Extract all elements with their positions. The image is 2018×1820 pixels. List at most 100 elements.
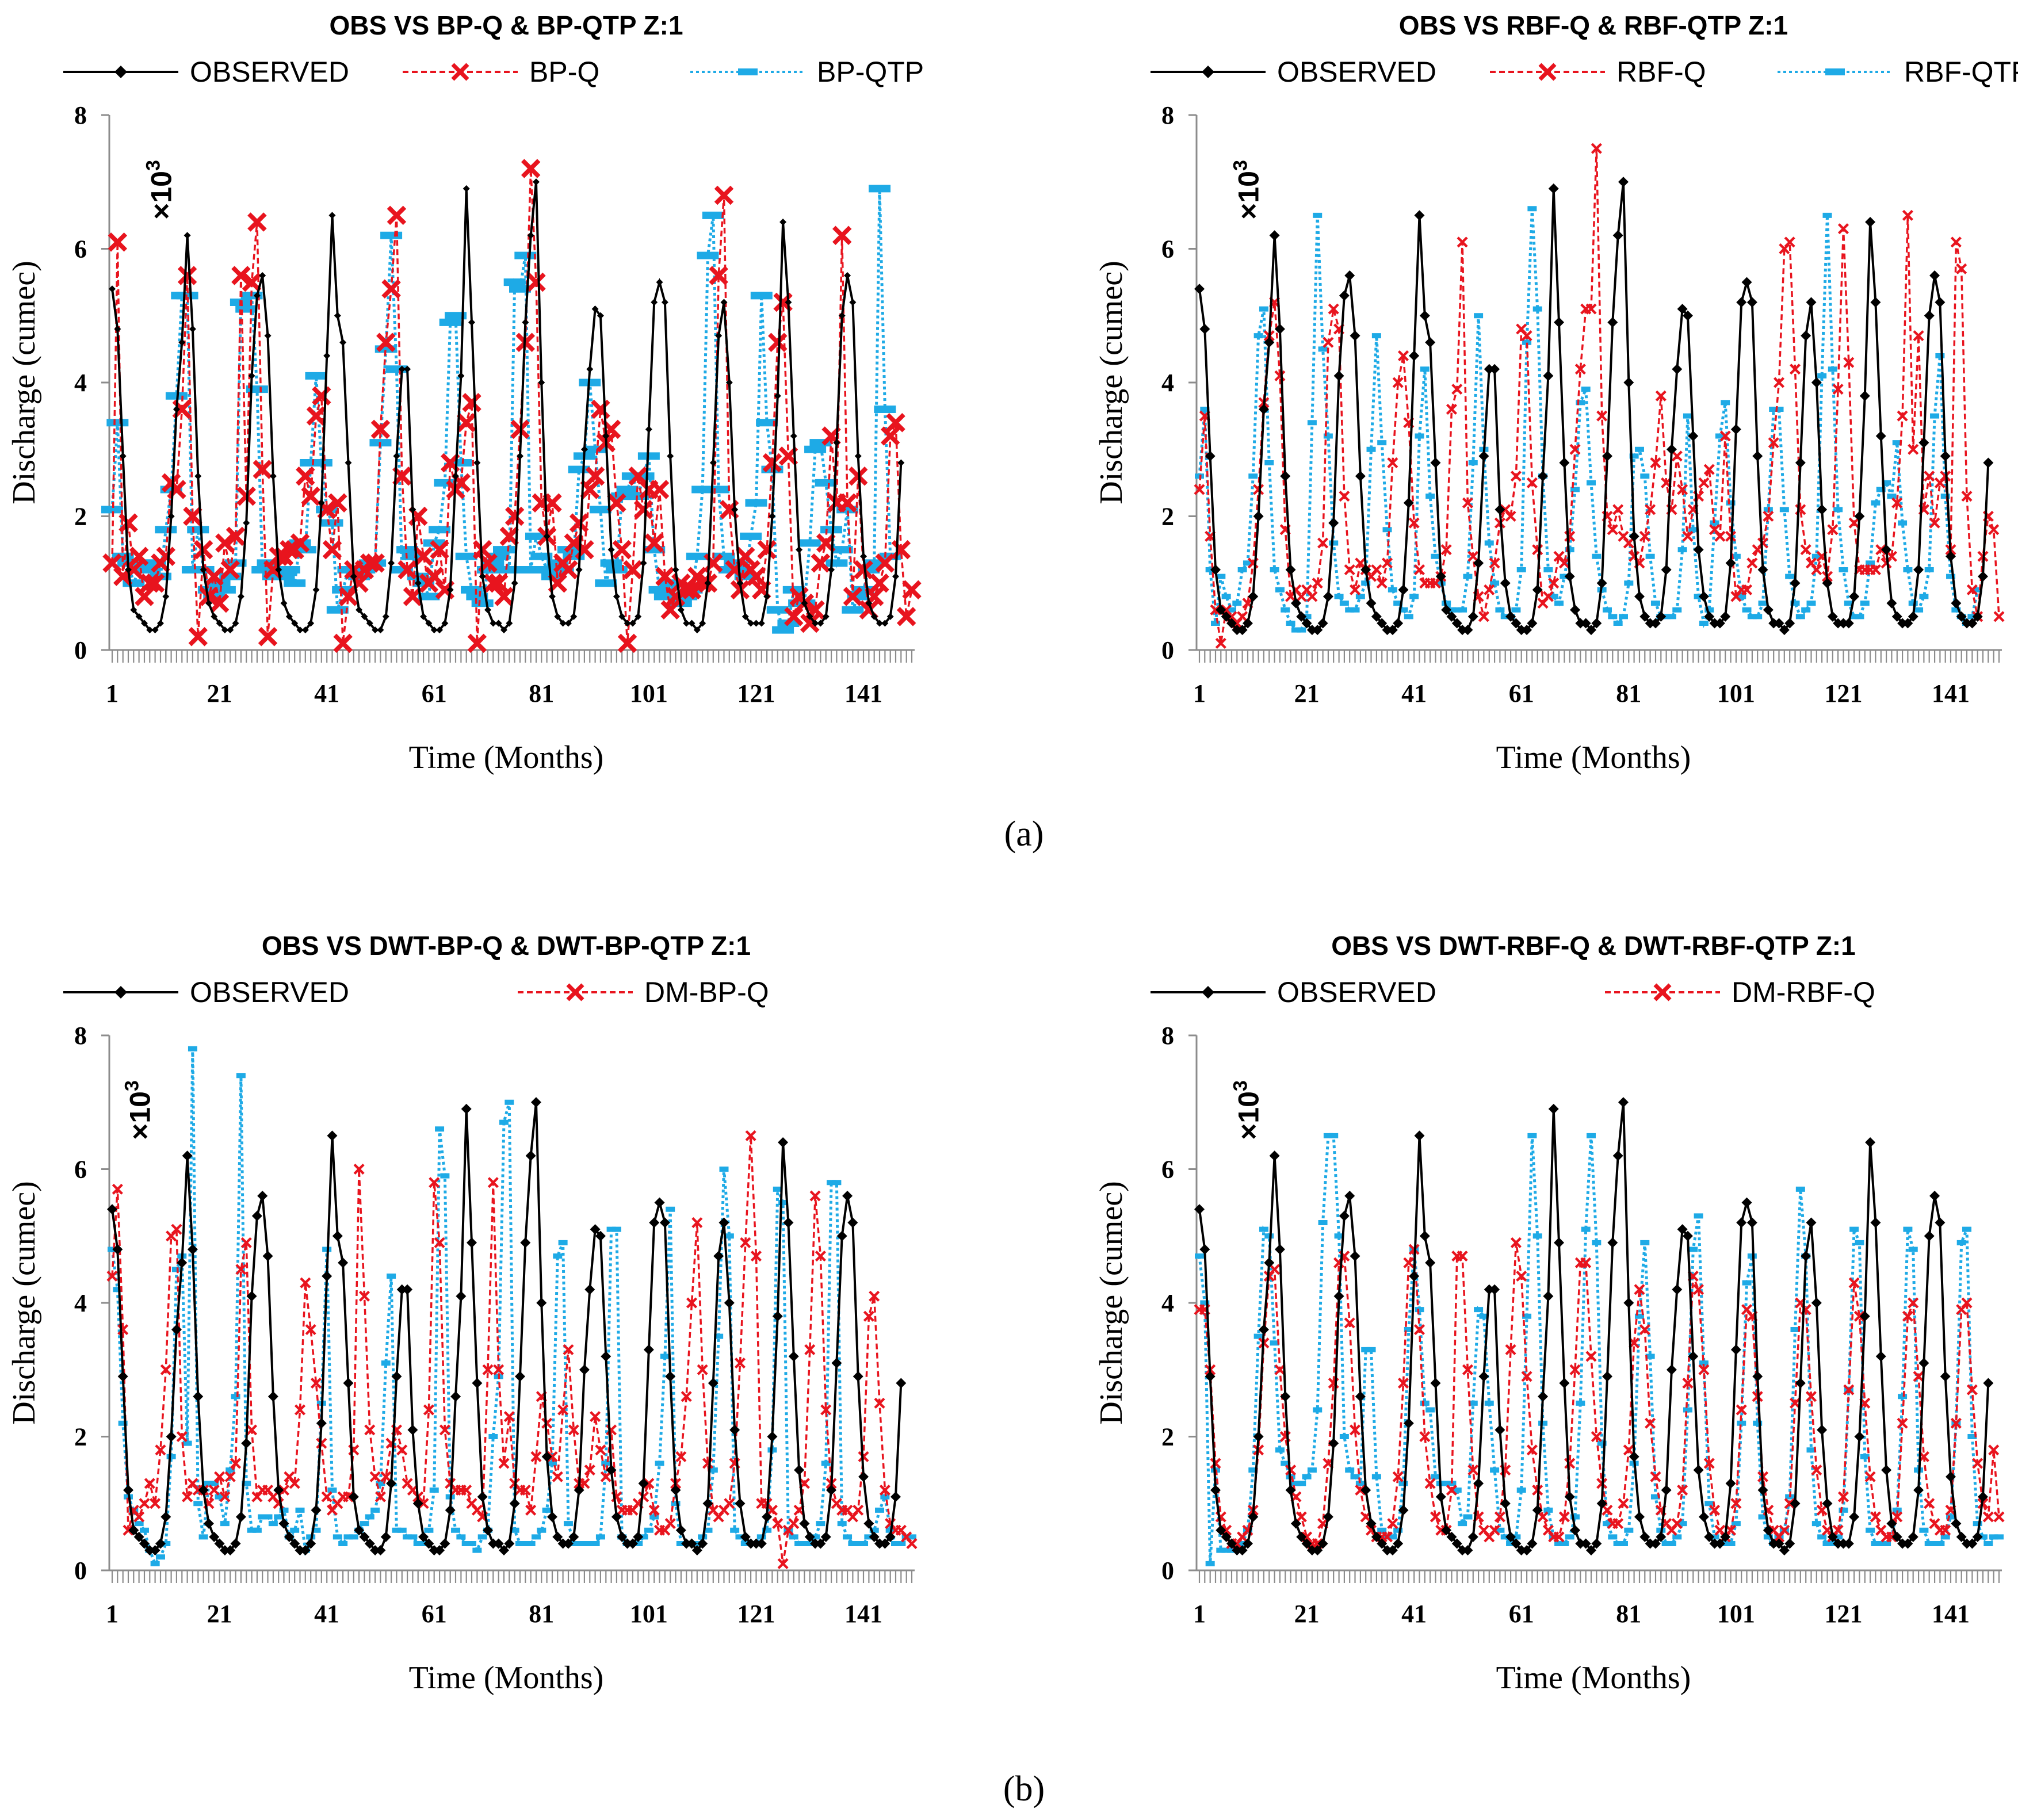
point-qtp <box>1350 1474 1360 1479</box>
point-qtp <box>1398 607 1408 613</box>
point-observed <box>1725 1478 1736 1489</box>
multiplier-exponent: 3 <box>143 160 165 171</box>
point-observed <box>296 626 304 634</box>
point-qtp <box>1769 407 1779 412</box>
point-observed <box>729 1424 740 1435</box>
point-observed <box>1258 404 1269 415</box>
point-observed <box>511 579 518 587</box>
point-qtp <box>1978 1534 1988 1540</box>
point-q <box>414 546 433 566</box>
point-q <box>1950 1417 1962 1429</box>
point-observed <box>1859 391 1870 402</box>
point-qtp <box>1758 601 1768 606</box>
point-observed <box>552 1531 563 1542</box>
point-q <box>467 633 487 653</box>
point-qtp <box>1592 553 1602 559</box>
point-qtp <box>1366 446 1376 452</box>
point-observed <box>1698 1512 1709 1522</box>
point-observed <box>1774 618 1784 629</box>
point-observed <box>670 1485 681 1496</box>
x-tick-label: 41 <box>314 679 339 708</box>
point-q <box>1446 403 1458 415</box>
point-observed <box>1435 1492 1446 1502</box>
point-qtp <box>1243 560 1252 566</box>
x-tick-label: 41 <box>1401 679 1427 708</box>
point-observed <box>1210 1485 1221 1496</box>
point-observed <box>1441 605 1452 615</box>
point-q <box>1526 477 1538 488</box>
point-observed <box>778 1137 789 1148</box>
point-observed <box>200 566 207 573</box>
point-qtp <box>1710 520 1719 526</box>
point-qtp <box>1581 387 1591 392</box>
point-observed <box>1849 1512 1860 1522</box>
point-qtp <box>1699 1360 1709 1366</box>
point-observed <box>1467 611 1478 622</box>
point-observed <box>1317 618 1328 629</box>
point-observed <box>1366 1518 1377 1529</box>
point-observed <box>1902 1538 1913 1549</box>
point-qtp <box>343 1534 353 1540</box>
point-qtp <box>1307 1467 1317 1473</box>
point-observed <box>1602 450 1612 461</box>
point-q <box>521 159 541 178</box>
point-qtp <box>488 1434 498 1439</box>
point-qtp <box>1500 1534 1510 1540</box>
point-observed <box>253 292 261 299</box>
point-qtp <box>381 1360 391 1366</box>
point-qtp <box>815 479 837 487</box>
point-qtp <box>1645 553 1655 559</box>
point-qtp <box>1892 440 1902 446</box>
y-tick-label: 2 <box>1161 503 1174 531</box>
point-q <box>1634 1284 1645 1295</box>
point-observed <box>640 559 647 567</box>
point-observed <box>1817 1424 1828 1435</box>
point-observed <box>402 1284 413 1295</box>
point-observed <box>564 620 572 627</box>
point-observed <box>1538 1391 1549 1402</box>
point-observed <box>500 626 508 634</box>
point-qtp <box>1876 487 1886 492</box>
point-q <box>1349 1424 1361 1436</box>
point-q <box>108 232 128 252</box>
y-axis-title: Discharge (cumec) <box>6 1181 42 1424</box>
point-qtp <box>875 1507 885 1513</box>
point-observed <box>1489 364 1500 374</box>
point-qtp <box>724 1233 734 1239</box>
point-observed <box>128 1525 139 1536</box>
point-q <box>815 1251 826 1262</box>
point-observed <box>1741 277 1752 288</box>
point-q <box>322 540 342 560</box>
point-observed <box>715 332 723 339</box>
point-qtp <box>843 1534 853 1540</box>
point-observed <box>677 606 685 614</box>
point-observed <box>495 620 502 627</box>
point-qtp <box>1930 413 1940 419</box>
point-q <box>1639 1324 1650 1336</box>
point-qtp <box>461 586 483 594</box>
point-observed <box>1768 1538 1779 1549</box>
y-tick-label: 8 <box>1161 101 1174 129</box>
point-q <box>1558 557 1570 569</box>
point-q <box>617 633 637 653</box>
point-observed <box>391 1371 402 1382</box>
point-qtp <box>1860 601 1870 606</box>
point-q <box>649 480 670 499</box>
point-qtp <box>880 1494 890 1500</box>
point-qtp <box>558 1240 568 1245</box>
point-observed <box>1467 1531 1478 1542</box>
point-observed <box>1827 611 1838 622</box>
point-qtp <box>585 1541 595 1546</box>
point-observed <box>831 1358 842 1368</box>
point-observed <box>467 1237 477 1248</box>
point-observed <box>842 1191 853 1201</box>
point-qtp <box>311 1527 321 1533</box>
point-qtp <box>595 579 617 587</box>
point-observed <box>597 312 604 319</box>
point-qtp <box>1924 567 1934 572</box>
point-observed <box>1548 1103 1559 1114</box>
point-q <box>1827 524 1839 536</box>
point-observed <box>484 606 492 614</box>
point-q <box>660 600 680 620</box>
y-tick-label: 4 <box>74 369 87 397</box>
